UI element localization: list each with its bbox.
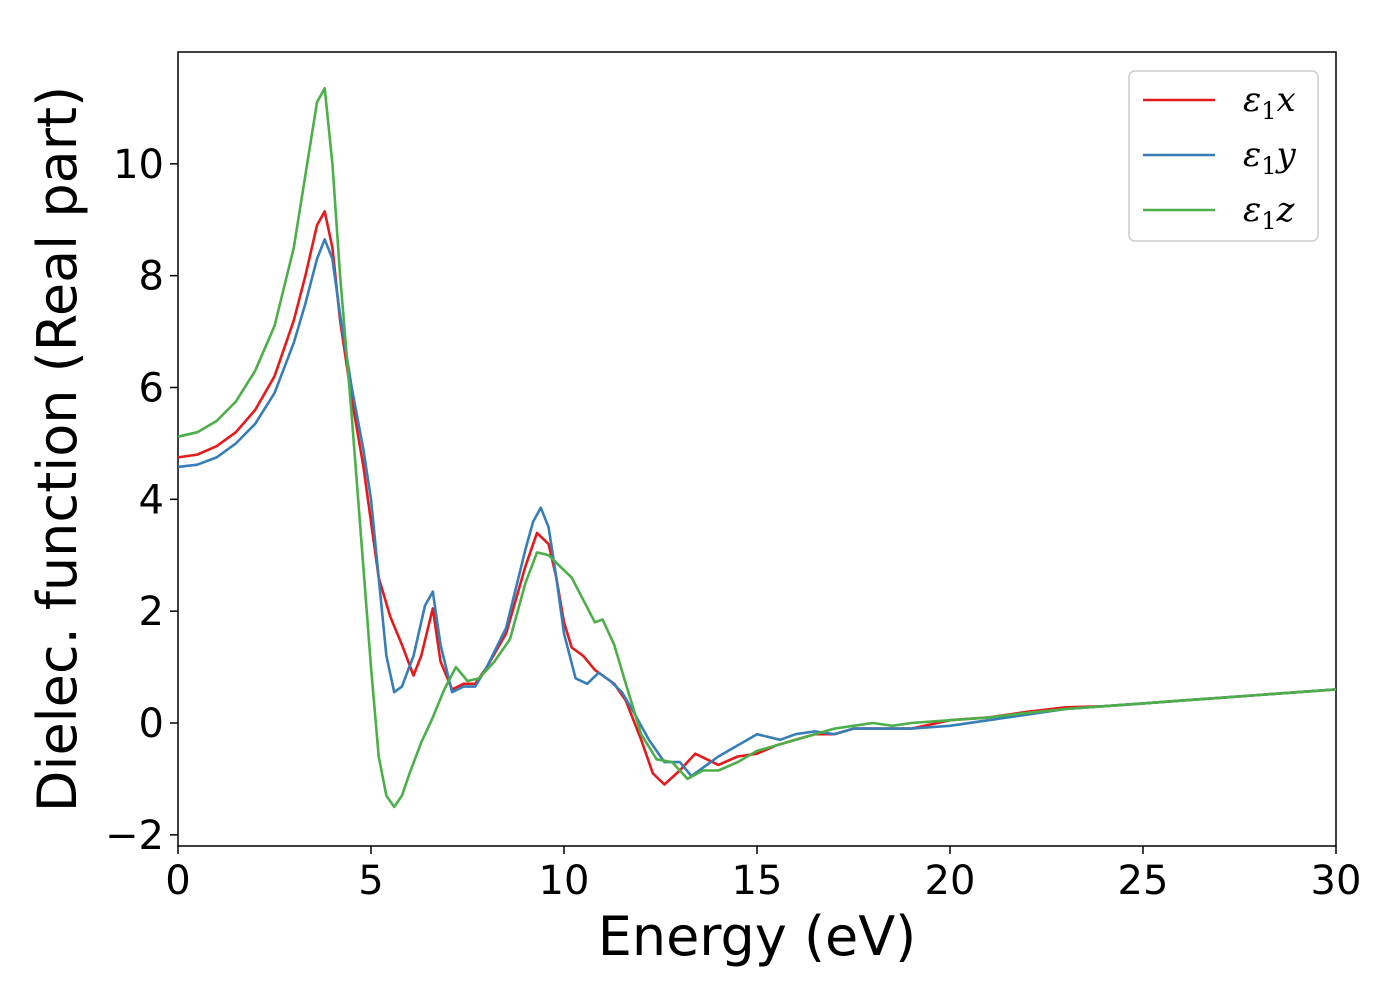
legend-variable: x — [1277, 80, 1296, 120]
x-axis-ticks: 0 5 10 15 20 25 30 — [165, 846, 1361, 904]
legend-variable: z — [1276, 190, 1296, 230]
legend-label-x: ε1x — [1243, 80, 1296, 125]
legend-label-y: ε1y — [1243, 135, 1297, 180]
legend-label-z: ε1z — [1243, 190, 1296, 235]
y-tick-label: 8 — [139, 254, 164, 300]
series-layer — [177, 87, 1337, 809]
y-tick-label: 0 — [139, 701, 164, 747]
y-axis-label: Dielec. function (Real part) — [26, 86, 89, 812]
x-tick-label: 30 — [1311, 858, 1362, 904]
legend-subscript: 1 — [1261, 207, 1276, 235]
x-tick-label: 25 — [1118, 858, 1169, 904]
series-line-y — [177, 238, 1337, 778]
x-tick-label: 5 — [358, 858, 383, 904]
y-tick-label: 4 — [139, 477, 164, 523]
x-tick-label: 10 — [539, 858, 590, 904]
legend-subscript: 1 — [1261, 152, 1276, 180]
legend-symbol: ε — [1243, 190, 1261, 230]
y-tick-label: 10 — [113, 142, 164, 188]
x-tick-label: 20 — [925, 858, 976, 904]
x-axis-label: Energy (eV) — [598, 905, 917, 968]
y-axis-ticks: −2 0 2 4 6 8 10 — [105, 142, 178, 859]
legend-variable: y — [1275, 135, 1297, 175]
y-tick-label: 6 — [139, 365, 164, 411]
series-line-z — [177, 87, 1337, 809]
legend-box — [1128, 70, 1319, 242]
y-tick-label: −2 — [105, 813, 164, 859]
x-tick-label: 15 — [732, 858, 783, 904]
x-tick-label: 0 — [165, 858, 190, 904]
y-tick-label: 2 — [139, 589, 164, 635]
legend-subscript: 1 — [1261, 97, 1276, 125]
legend-symbol: ε — [1243, 135, 1261, 175]
legend-symbol: ε — [1243, 80, 1261, 120]
